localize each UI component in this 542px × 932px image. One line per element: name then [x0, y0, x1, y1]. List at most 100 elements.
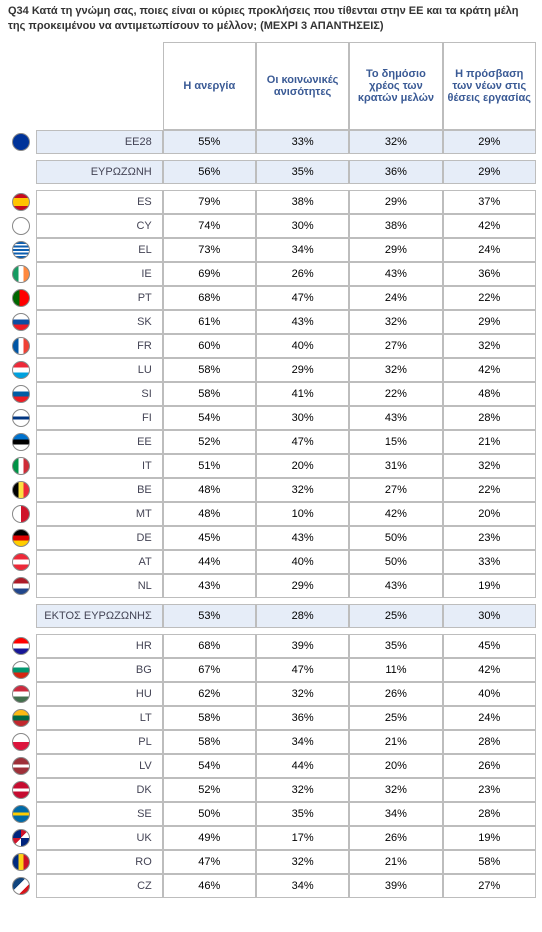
- data-cell: 47%: [163, 850, 256, 874]
- data-cell: 31%: [349, 454, 442, 478]
- data-cell: 27%: [443, 874, 536, 898]
- flag-cell: [6, 526, 36, 550]
- data-cell: 46%: [163, 874, 256, 898]
- data-cell: 32%: [349, 358, 442, 382]
- table-row: DE45%43%50%23%: [6, 526, 536, 550]
- row-label: FR: [36, 334, 163, 358]
- hr-flag-icon: [12, 637, 30, 655]
- data-cell: 54%: [163, 406, 256, 430]
- data-cell: 25%: [349, 604, 442, 628]
- si-flag-icon: [12, 385, 30, 403]
- se-flag-icon: [12, 805, 30, 823]
- data-cell: 56%: [163, 160, 256, 184]
- data-cell: 69%: [163, 262, 256, 286]
- data-cell: 21%: [443, 430, 536, 454]
- data-cell: 42%: [443, 358, 536, 382]
- row-label: EE: [36, 430, 163, 454]
- data-cell: 20%: [443, 502, 536, 526]
- uk-flag-icon: [12, 829, 30, 847]
- flag-cell: [6, 550, 36, 574]
- data-cell: 40%: [256, 550, 349, 574]
- data-cell: 62%: [163, 682, 256, 706]
- it-flag-icon: [12, 457, 30, 475]
- flag-cell: [6, 874, 36, 898]
- pl-flag-icon: [12, 733, 30, 751]
- row-label: HU: [36, 682, 163, 706]
- table-row: ΕΚΤΟΣ ΕΥΡΩΖΩΝΗΣ53%28%25%30%: [6, 604, 536, 628]
- flag-cell: [6, 238, 36, 262]
- data-cell: 44%: [163, 550, 256, 574]
- data-cell: 42%: [349, 502, 442, 526]
- data-table: Η ανεργία Οι κοινωνικές ανισότητες Το δη…: [6, 42, 536, 898]
- flag-cell: [6, 682, 36, 706]
- col-header-0: Η ανεργία: [163, 42, 256, 130]
- ro-flag-icon: [12, 853, 30, 871]
- data-cell: 48%: [443, 382, 536, 406]
- row-label: CZ: [36, 874, 163, 898]
- data-cell: 45%: [163, 526, 256, 550]
- data-cell: 43%: [349, 574, 442, 598]
- data-cell: 10%: [256, 502, 349, 526]
- data-cell: 25%: [349, 706, 442, 730]
- data-cell: 39%: [256, 634, 349, 658]
- table-row: LU58%29%32%42%: [6, 358, 536, 382]
- flag-cell: [6, 478, 36, 502]
- flag-cell: [6, 634, 36, 658]
- cy-flag-icon: [12, 217, 30, 235]
- col-header-1: Οι κοινωνικές ανισότητες: [256, 42, 349, 130]
- table-row: PL58%34%21%28%: [6, 730, 536, 754]
- data-cell: 55%: [163, 130, 256, 154]
- row-label: HR: [36, 634, 163, 658]
- row-label: UK: [36, 826, 163, 850]
- table-row: ΕΥΡΩΖΩΝΗ56%35%36%29%: [6, 160, 536, 184]
- flag-cell: [6, 382, 36, 406]
- table-row: SE50%35%34%28%: [6, 802, 536, 826]
- data-cell: 28%: [443, 802, 536, 826]
- data-cell: 61%: [163, 310, 256, 334]
- flag-cell: [6, 334, 36, 358]
- row-label: LV: [36, 754, 163, 778]
- data-cell: 53%: [163, 604, 256, 628]
- data-cell: 58%: [443, 850, 536, 874]
- flag-cell: [6, 754, 36, 778]
- table-row: SK61%43%32%29%: [6, 310, 536, 334]
- data-cell: 30%: [256, 406, 349, 430]
- fi-flag-icon: [12, 409, 30, 427]
- data-cell: 17%: [256, 826, 349, 850]
- data-cell: 43%: [349, 262, 442, 286]
- dk-flag-icon: [12, 781, 30, 799]
- data-cell: 34%: [256, 730, 349, 754]
- data-cell: 43%: [163, 574, 256, 598]
- row-label: LT: [36, 706, 163, 730]
- data-cell: 30%: [443, 604, 536, 628]
- data-cell: 24%: [443, 706, 536, 730]
- fr-flag-icon: [12, 337, 30, 355]
- data-cell: 58%: [163, 358, 256, 382]
- data-cell: 34%: [256, 874, 349, 898]
- data-cell: 29%: [443, 310, 536, 334]
- data-cell: 33%: [443, 550, 536, 574]
- table-row: PT68%47%24%22%: [6, 286, 536, 310]
- data-cell: 32%: [349, 310, 442, 334]
- data-cell: 32%: [443, 334, 536, 358]
- flag-cell: [6, 310, 36, 334]
- flag-cell: [6, 214, 36, 238]
- flag-cell: [6, 502, 36, 526]
- row-label: AT: [36, 550, 163, 574]
- ie-flag-icon: [12, 265, 30, 283]
- data-cell: 27%: [349, 334, 442, 358]
- data-cell: 50%: [349, 526, 442, 550]
- data-cell: 27%: [349, 478, 442, 502]
- data-cell: 35%: [349, 634, 442, 658]
- row-label: BE: [36, 478, 163, 502]
- row-label: SE: [36, 802, 163, 826]
- data-cell: 26%: [349, 826, 442, 850]
- question-text: Q34 Κατά τη γνώμη σας, ποιες είναι οι κύ…: [6, 4, 536, 34]
- data-cell: 35%: [256, 802, 349, 826]
- data-cell: 26%: [349, 682, 442, 706]
- data-cell: 40%: [443, 682, 536, 706]
- table-row: IE69%26%43%36%: [6, 262, 536, 286]
- data-cell: 23%: [443, 778, 536, 802]
- data-cell: 32%: [256, 478, 349, 502]
- row-label: SK: [36, 310, 163, 334]
